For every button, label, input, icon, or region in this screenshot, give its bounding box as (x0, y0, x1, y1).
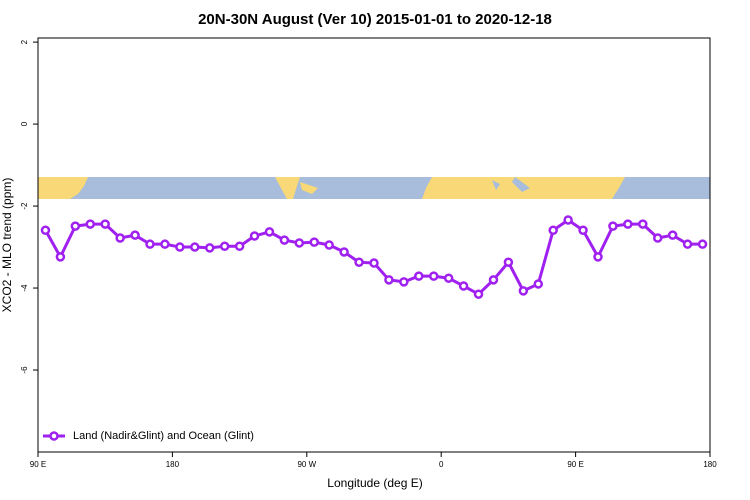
data-point (399, 277, 409, 287)
data-point (682, 239, 693, 249)
data-point (667, 230, 678, 240)
legend-marker (49, 431, 59, 441)
data-point (219, 241, 230, 251)
data-point (309, 237, 320, 247)
data-point (473, 289, 484, 299)
data-point (175, 242, 185, 252)
data-point (458, 281, 469, 291)
data-point (563, 215, 573, 225)
x-axis-label: Longitude (deg E) (327, 476, 422, 490)
data-point (279, 235, 290, 245)
data-point (578, 225, 588, 235)
data-point (428, 271, 439, 281)
data-point (145, 239, 155, 249)
x-tick-label: 180 (166, 460, 180, 469)
data-point (130, 230, 140, 240)
data-point (548, 225, 558, 235)
data-point (40, 225, 51, 235)
data-point (294, 238, 305, 248)
data-point (369, 258, 379, 268)
series-line (44, 218, 703, 297)
x-tick-label: 90 E (567, 460, 583, 469)
data-point (443, 273, 454, 283)
data-point (160, 239, 170, 249)
data-point (488, 275, 499, 285)
chart-title: 20N-30N August (Ver 10) 2015-01-01 to 20… (198, 11, 552, 28)
data-point (354, 257, 364, 267)
data-point (204, 243, 215, 253)
data-point (190, 242, 200, 252)
data-point (249, 231, 260, 241)
data-point (115, 233, 125, 243)
data-point (339, 247, 349, 257)
data-point (264, 227, 275, 237)
data-point (85, 219, 96, 229)
data-point (623, 219, 633, 229)
data-point (608, 221, 618, 231)
legend-label: Land (Nadir&Glint) and Ocean (Glint) (73, 430, 254, 442)
data-point (533, 279, 544, 289)
data-point (697, 239, 708, 249)
data-point (652, 233, 663, 243)
data-point (638, 219, 648, 229)
data-point (70, 221, 81, 231)
x-tick-label: 90 E (30, 460, 46, 469)
x-tick-label: 90 W (297, 460, 316, 469)
x-tick-label: 0 (439, 460, 444, 469)
x-tick-label: 180 (703, 460, 717, 469)
data-point (503, 257, 514, 267)
y-tick-label: -4 (20, 284, 29, 292)
data-point (414, 271, 424, 281)
data-point (384, 275, 394, 285)
y-tick-label: 0 (20, 121, 29, 126)
plot-frame (37, 37, 711, 453)
y-tick-label: -2 (20, 202, 29, 210)
data-point (324, 240, 334, 250)
data-point (100, 219, 110, 229)
data-point (518, 286, 529, 296)
data-point (593, 252, 603, 262)
y-tick-label: 2 (20, 39, 29, 44)
data-point (234, 241, 245, 251)
y-tick-label: -6 (20, 366, 29, 374)
map-strip (38, 177, 710, 199)
y-axis-label: XCO2 - MLO trend (ppm) (0, 178, 14, 313)
data-point (55, 252, 66, 262)
